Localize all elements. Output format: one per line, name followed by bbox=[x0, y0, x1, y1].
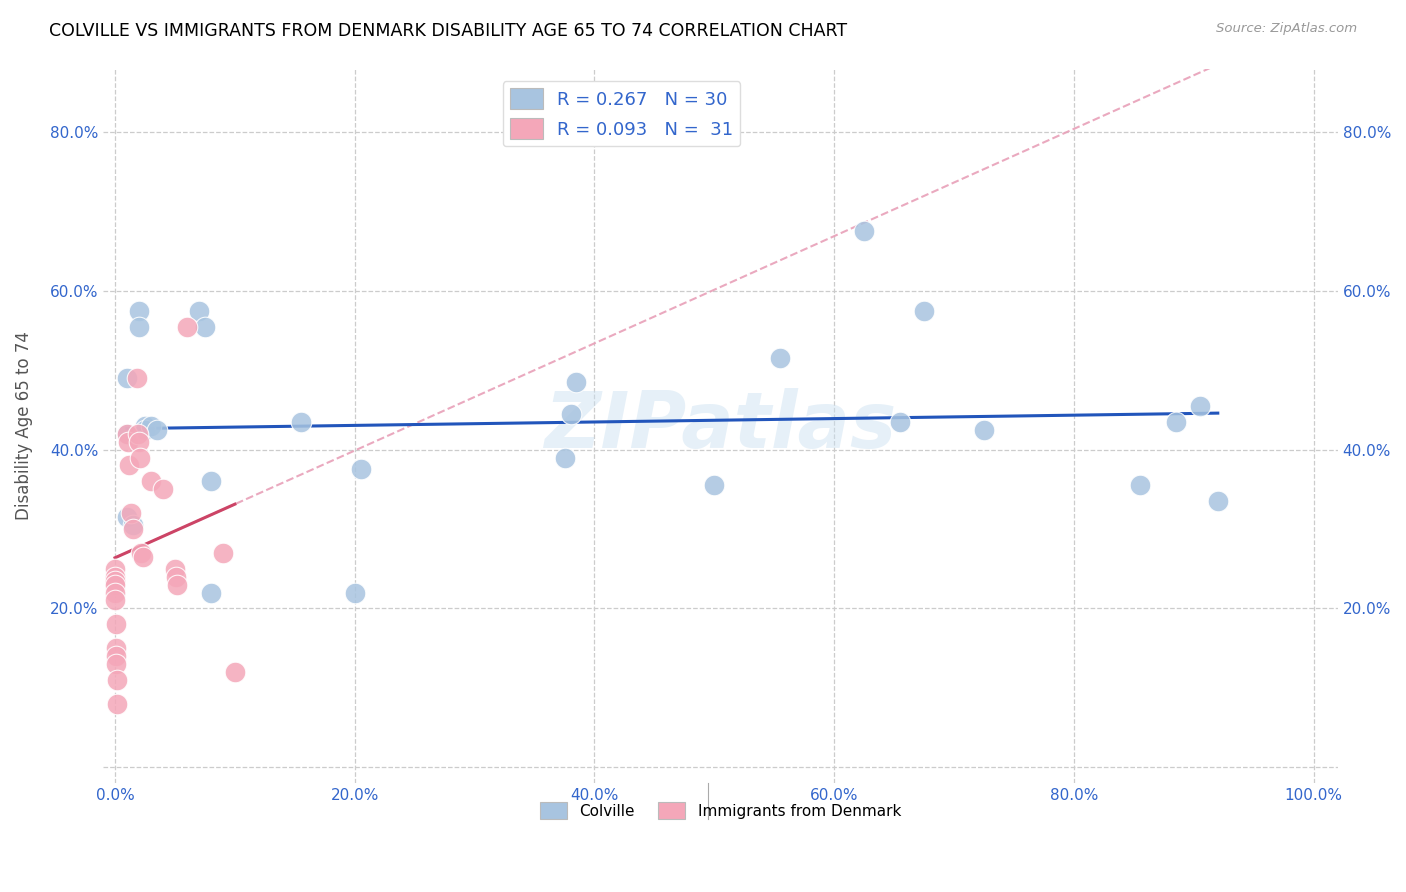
Point bbox=[104, 569, 127, 583]
Point bbox=[115, 510, 138, 524]
Point bbox=[134, 423, 156, 437]
Point bbox=[134, 418, 156, 433]
Point bbox=[560, 407, 582, 421]
Point bbox=[853, 224, 876, 238]
Point bbox=[200, 475, 222, 489]
Point bbox=[104, 562, 127, 576]
Point bbox=[131, 549, 153, 564]
Text: COLVILLE VS IMMIGRANTS FROM DENMARK DISABILITY AGE 65 TO 74 CORRELATION CHART: COLVILLE VS IMMIGRANTS FROM DENMARK DISA… bbox=[49, 22, 848, 40]
Point bbox=[115, 426, 138, 441]
Point bbox=[290, 415, 312, 429]
Point bbox=[553, 450, 575, 465]
Point bbox=[200, 585, 222, 599]
Point bbox=[104, 585, 127, 599]
Point bbox=[128, 434, 150, 449]
Point bbox=[129, 450, 152, 465]
Point bbox=[115, 371, 138, 385]
Point bbox=[117, 434, 139, 449]
Point bbox=[139, 475, 162, 489]
Point bbox=[152, 483, 174, 497]
Point bbox=[127, 426, 149, 441]
Point bbox=[350, 462, 373, 476]
Point bbox=[122, 522, 145, 536]
Point bbox=[115, 426, 138, 441]
Point bbox=[1164, 415, 1187, 429]
Point bbox=[105, 641, 128, 656]
Point bbox=[973, 423, 995, 437]
Point bbox=[703, 478, 725, 492]
Point bbox=[122, 518, 145, 533]
Point bbox=[1206, 494, 1229, 508]
Point bbox=[131, 546, 153, 560]
Point bbox=[146, 423, 169, 437]
Point bbox=[912, 303, 935, 318]
Point bbox=[212, 546, 235, 560]
Point bbox=[120, 506, 142, 520]
Point bbox=[565, 375, 588, 389]
Point bbox=[105, 617, 128, 632]
Point bbox=[166, 577, 188, 591]
Point bbox=[105, 648, 128, 663]
Point bbox=[176, 319, 198, 334]
Point bbox=[104, 593, 127, 607]
Point bbox=[769, 351, 792, 366]
Point bbox=[128, 319, 150, 334]
Point bbox=[139, 418, 162, 433]
Point bbox=[187, 303, 209, 318]
Point bbox=[128, 303, 150, 318]
Point bbox=[104, 577, 127, 591]
Point bbox=[118, 458, 141, 473]
Point bbox=[1129, 478, 1152, 492]
Point bbox=[104, 574, 127, 588]
Point bbox=[107, 673, 129, 687]
Point bbox=[889, 415, 911, 429]
Point bbox=[194, 319, 217, 334]
Legend: Colville, Immigrants from Denmark: Colville, Immigrants from Denmark bbox=[534, 796, 907, 825]
Point bbox=[107, 697, 129, 711]
Text: Source: ZipAtlas.com: Source: ZipAtlas.com bbox=[1216, 22, 1357, 36]
Point bbox=[224, 665, 246, 679]
Point bbox=[343, 585, 366, 599]
Point bbox=[1188, 399, 1211, 413]
Point bbox=[163, 562, 186, 576]
Point bbox=[125, 371, 148, 385]
Point bbox=[165, 569, 187, 583]
Point bbox=[105, 657, 128, 671]
Text: ZIPatlas: ZIPatlas bbox=[544, 388, 897, 464]
Y-axis label: Disability Age 65 to 74: Disability Age 65 to 74 bbox=[15, 331, 32, 520]
